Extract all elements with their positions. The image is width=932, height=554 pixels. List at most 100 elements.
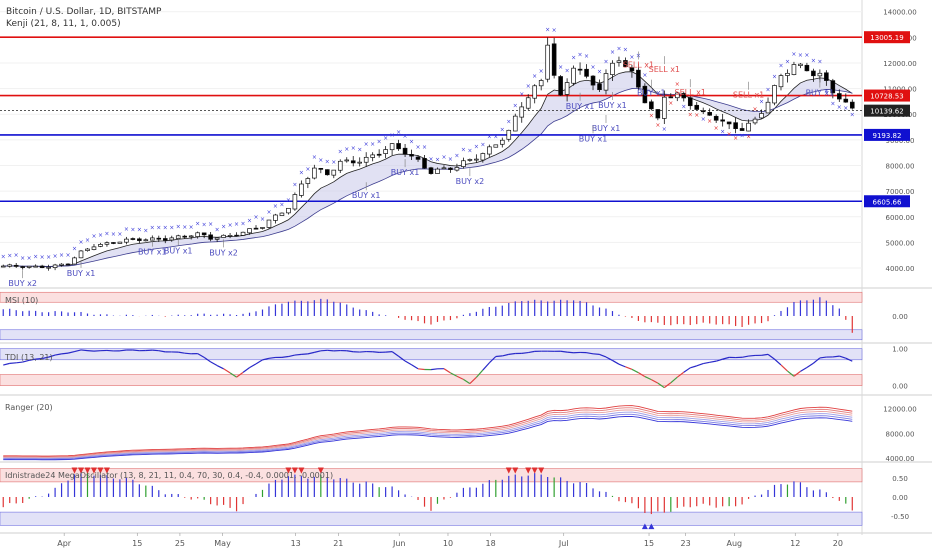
cross-marker: × (675, 81, 680, 88)
candle (111, 243, 115, 244)
candle (701, 111, 705, 112)
cross-marker: × (292, 181, 297, 188)
candle (27, 266, 31, 267)
cross-marker: × (584, 53, 589, 60)
candle (474, 159, 478, 160)
candle (753, 119, 757, 123)
candle (215, 238, 219, 239)
candle (578, 69, 582, 70)
buy-signal: BUY x1 (164, 246, 193, 255)
candle (792, 65, 796, 75)
candle (60, 264, 64, 265)
cross-marker: × (208, 221, 213, 228)
candle (572, 68, 576, 83)
tdi-segment (619, 364, 625, 367)
cross-marker: × (228, 222, 233, 229)
tdi-segment (211, 362, 217, 366)
candle (798, 64, 802, 65)
cross-marker: × (104, 230, 109, 237)
buy-signal: BUY x1 (598, 101, 627, 110)
cross-marker: × (182, 224, 187, 231)
buy-signal: BUY x1 (637, 89, 666, 98)
msi-tick: 0.00 (892, 313, 908, 321)
tdi-tick: 1.00 (892, 346, 908, 354)
cross-marker: × (435, 157, 440, 164)
cross-marker: × (578, 51, 583, 58)
tdi-segment (418, 369, 424, 370)
cross-marker: × (727, 131, 732, 138)
candle (598, 84, 602, 90)
buy-signal: BUY x1 (806, 89, 835, 98)
tdi-segment (800, 368, 806, 372)
buy-signal: BUY x2 (209, 248, 238, 257)
tdi-segment (749, 355, 755, 356)
tdi-segment (710, 361, 716, 362)
tdi-segment (327, 350, 333, 351)
x-tick-label: 15 (644, 539, 654, 548)
candle (662, 97, 666, 118)
x-tick-label: 12 (790, 539, 800, 548)
cross-marker: × (377, 138, 382, 145)
candle (34, 266, 38, 267)
cross-marker: × (266, 209, 271, 216)
tdi-segment (256, 360, 262, 364)
ranger-tick: 12000.00 (883, 406, 916, 414)
cross-marker: × (78, 239, 83, 246)
candle (325, 170, 329, 175)
cross-marker: × (85, 237, 90, 244)
cross-marker: × (279, 201, 284, 208)
level-tag-label: 10139.62 (870, 108, 903, 116)
candle (92, 247, 96, 250)
x-tick-label: 18 (486, 539, 496, 548)
level-tag-label: 6605.66 (873, 198, 902, 206)
cross-marker: × (642, 72, 647, 79)
cross-marker: × (467, 147, 472, 154)
tdi-segment (243, 368, 249, 373)
cross-marker: × (714, 125, 719, 132)
cross-marker: × (176, 224, 181, 231)
cross-marker: × (623, 47, 628, 54)
candle (397, 143, 401, 148)
y-tick-label: 4000.00 (886, 265, 915, 273)
candle (131, 239, 135, 240)
candle (189, 236, 193, 237)
tdi-segment (10, 363, 16, 364)
tdi-segment (152, 350, 158, 351)
candle (377, 154, 381, 155)
cross-marker: × (215, 227, 220, 234)
candle (403, 148, 407, 154)
tdi-segment (217, 366, 223, 369)
candle (487, 147, 491, 154)
tdi-segment (697, 364, 703, 366)
tdi-segment (295, 354, 301, 355)
candle (461, 161, 465, 167)
tdi-segment (690, 366, 696, 368)
cross-marker: × (539, 68, 544, 75)
cross-marker: × (403, 133, 408, 140)
cross-marker: × (130, 226, 135, 233)
tdi-segment (820, 357, 826, 358)
candle (727, 122, 731, 124)
cross-marker: × (506, 119, 511, 126)
candle (241, 232, 245, 235)
cross-marker: × (189, 224, 194, 231)
candle (73, 258, 77, 264)
tdi-segment (120, 350, 126, 351)
tdi-segment (224, 369, 230, 373)
candle (520, 107, 524, 117)
candle (202, 233, 206, 235)
cross-marker: × (493, 134, 498, 141)
tdi-segment (781, 365, 787, 371)
candle (8, 265, 12, 266)
cross-marker: × (668, 100, 673, 107)
candle (423, 158, 427, 168)
cross-marker: × (448, 156, 453, 163)
tdi-segment (444, 369, 450, 373)
candle (274, 215, 278, 220)
candle (66, 264, 70, 265)
tdi-segment (81, 350, 87, 351)
x-tick-label: Aug (727, 539, 743, 548)
tdi-segment (431, 369, 437, 370)
candle (636, 70, 640, 87)
